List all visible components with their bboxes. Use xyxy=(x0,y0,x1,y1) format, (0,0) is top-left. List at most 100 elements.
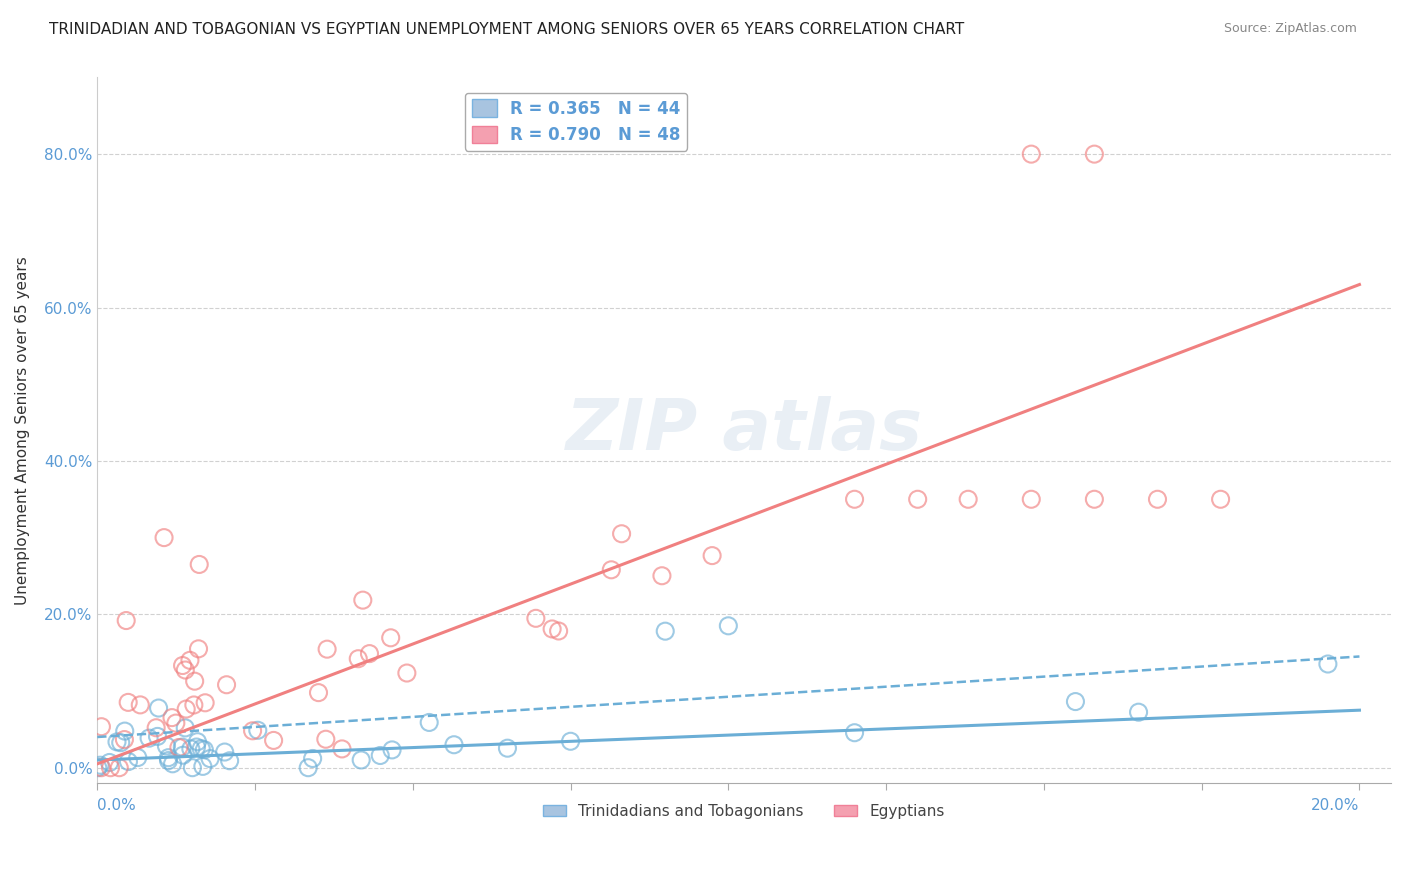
Point xyxy=(315,732,337,747)
Point xyxy=(359,647,381,661)
Point xyxy=(183,674,205,689)
Point xyxy=(218,754,240,768)
Point xyxy=(1209,492,1232,507)
Point xyxy=(1316,657,1339,671)
Point xyxy=(297,761,319,775)
Point xyxy=(242,723,264,738)
Point xyxy=(153,531,176,545)
Point xyxy=(560,734,582,748)
Point xyxy=(186,739,208,754)
Point xyxy=(108,761,131,775)
Point xyxy=(90,761,112,775)
Point xyxy=(148,701,170,715)
Point xyxy=(146,730,169,744)
Point xyxy=(1128,705,1150,719)
Point xyxy=(155,739,177,753)
Point xyxy=(1064,695,1087,709)
Point xyxy=(347,651,370,665)
Point xyxy=(98,756,121,770)
Legend: Trinidadians and Tobagonians, Egyptians: Trinidadians and Tobagonians, Egyptians xyxy=(537,797,950,825)
Point xyxy=(1019,147,1042,161)
Point xyxy=(160,711,183,725)
Point xyxy=(172,658,194,673)
Point xyxy=(651,568,673,582)
Point xyxy=(496,741,519,756)
Point xyxy=(547,624,569,638)
Point xyxy=(191,759,214,773)
Point xyxy=(246,723,269,738)
Point xyxy=(172,740,194,755)
Point xyxy=(127,750,149,764)
Point xyxy=(610,526,633,541)
Point xyxy=(180,742,202,756)
Text: Source: ZipAtlas.com: Source: ZipAtlas.com xyxy=(1223,22,1357,36)
Point xyxy=(183,698,205,712)
Point xyxy=(654,624,676,639)
Point xyxy=(600,563,623,577)
Point xyxy=(117,755,139,769)
Point xyxy=(395,666,418,681)
Point xyxy=(418,715,440,730)
Point xyxy=(352,593,374,607)
Text: TRINIDADIAN AND TOBAGONIAN VS EGYPTIAN UNEMPLOYMENT AMONG SENIORS OVER 65 YEARS : TRINIDADIAN AND TOBAGONIAN VS EGYPTIAN U… xyxy=(49,22,965,37)
Point xyxy=(172,748,194,763)
Point xyxy=(907,492,929,507)
Point xyxy=(167,740,190,755)
Point xyxy=(174,721,197,735)
Point xyxy=(1083,147,1105,161)
Point xyxy=(181,761,204,775)
Text: 0.0%: 0.0% xyxy=(97,798,136,814)
Point xyxy=(115,614,138,628)
Point xyxy=(145,721,167,735)
Point xyxy=(194,696,217,710)
Point xyxy=(380,631,402,645)
Point xyxy=(1083,492,1105,507)
Point xyxy=(541,622,564,636)
Point xyxy=(190,741,212,756)
Point xyxy=(301,751,323,765)
Point xyxy=(368,748,391,763)
Point xyxy=(187,641,209,656)
Point xyxy=(114,724,136,739)
Point xyxy=(957,492,980,507)
Point xyxy=(844,492,866,507)
Point xyxy=(174,663,197,677)
Point xyxy=(308,685,330,699)
Point xyxy=(179,653,201,667)
Point xyxy=(215,678,238,692)
Point xyxy=(350,753,373,767)
Text: 20.0%: 20.0% xyxy=(1310,798,1360,814)
Point xyxy=(316,642,339,657)
Point xyxy=(1146,492,1168,507)
Point xyxy=(186,735,208,749)
Point xyxy=(263,733,285,747)
Point xyxy=(330,742,353,756)
Point xyxy=(138,731,160,746)
Point xyxy=(443,738,465,752)
Point xyxy=(381,743,404,757)
Point xyxy=(198,751,221,765)
Point xyxy=(105,735,128,749)
Point xyxy=(117,695,139,709)
Point xyxy=(157,754,180,768)
Point xyxy=(1019,492,1042,507)
Point xyxy=(717,619,740,633)
Point xyxy=(844,725,866,739)
Point xyxy=(162,756,184,771)
Point xyxy=(100,761,122,775)
Point xyxy=(193,743,215,757)
Point xyxy=(110,736,132,750)
Point xyxy=(90,720,112,734)
Point xyxy=(112,732,135,747)
Y-axis label: Unemployment Among Seniors over 65 years: Unemployment Among Seniors over 65 years xyxy=(15,256,30,605)
Point xyxy=(174,702,197,716)
Point xyxy=(188,558,211,572)
Point xyxy=(700,549,723,563)
Point xyxy=(157,750,180,764)
Text: ZIP atlas: ZIP atlas xyxy=(565,396,922,465)
Point xyxy=(524,611,547,625)
Point xyxy=(89,758,111,772)
Point xyxy=(214,745,236,759)
Point xyxy=(87,761,110,775)
Point xyxy=(129,698,152,712)
